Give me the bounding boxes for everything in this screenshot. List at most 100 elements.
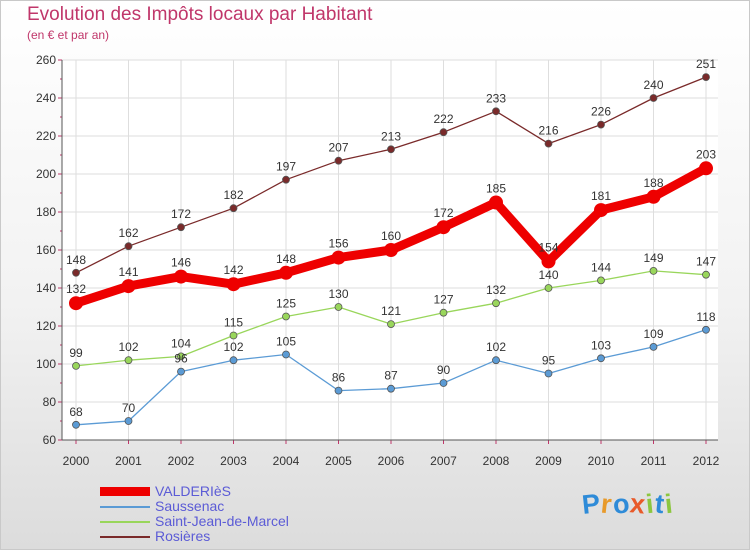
data-point xyxy=(649,266,658,275)
y-tick-label: 100 xyxy=(36,357,56,371)
legend-label: Saint-Jean-de-Marcel xyxy=(155,513,289,529)
legend-swatch xyxy=(100,521,150,523)
data-label: 125 xyxy=(276,297,296,311)
x-tick-label: 2006 xyxy=(378,454,405,468)
data-point xyxy=(174,269,188,284)
data-label: 121 xyxy=(381,304,401,318)
data-point xyxy=(384,243,398,257)
data-label: 146 xyxy=(171,256,191,270)
data-label: 105 xyxy=(276,335,296,349)
data-label: 149 xyxy=(643,251,663,265)
data-label: 207 xyxy=(328,141,348,155)
chart-title: Evolution des Impôts locaux par Habitant xyxy=(27,4,373,25)
data-point xyxy=(597,276,605,285)
data-point xyxy=(387,320,395,329)
data-label: 68 xyxy=(69,405,83,419)
data-point xyxy=(646,189,661,204)
data-label: 251 xyxy=(696,57,716,71)
data-point xyxy=(492,107,500,116)
data-label: 109 xyxy=(643,327,663,341)
data-point xyxy=(492,356,500,365)
x-tick-label: 2007 xyxy=(430,454,457,468)
data-point xyxy=(282,350,290,359)
data-label: 102 xyxy=(486,340,506,354)
data-point xyxy=(702,73,710,81)
data-label: 216 xyxy=(538,124,558,138)
data-label: 140 xyxy=(538,268,558,282)
data-point xyxy=(72,420,80,429)
y-tick-label: 260 xyxy=(36,53,56,67)
x-tick-label: 2003 xyxy=(220,454,247,468)
data-point xyxy=(177,367,185,376)
data-point xyxy=(279,265,293,280)
y-tick-label: 60 xyxy=(43,433,57,447)
x-tick-label: 2008 xyxy=(483,454,510,468)
data-label: 162 xyxy=(118,226,138,240)
data-point xyxy=(177,352,185,361)
data-label: 99 xyxy=(69,346,83,360)
data-label: 226 xyxy=(591,105,611,119)
data-label: 181 xyxy=(591,189,611,203)
data-point xyxy=(649,342,658,351)
data-point xyxy=(439,128,448,137)
data-point xyxy=(439,379,448,387)
data-point xyxy=(699,161,713,176)
x-tick-label: 2009 xyxy=(535,454,562,468)
data-point xyxy=(69,296,83,311)
data-point xyxy=(282,175,290,184)
data-label: 233 xyxy=(486,91,506,105)
data-point xyxy=(541,254,556,269)
data-point xyxy=(492,299,500,308)
x-tick-label: 2001 xyxy=(115,454,142,468)
data-point xyxy=(597,120,605,129)
x-tick-label: 2012 xyxy=(693,454,720,468)
data-label: 102 xyxy=(118,340,138,354)
data-label: 188 xyxy=(643,176,663,190)
data-point xyxy=(226,277,241,292)
data-point xyxy=(439,308,448,317)
y-tick-label: 80 xyxy=(43,395,57,409)
data-label: 203 xyxy=(696,147,716,161)
data-label: 127 xyxy=(433,293,453,307)
data-point xyxy=(544,369,553,378)
data-point xyxy=(544,139,553,148)
chart-subtitle: (en € et par an) xyxy=(27,28,110,42)
data-label: 132 xyxy=(66,282,86,296)
data-label: 96 xyxy=(174,352,188,366)
data-label: 222 xyxy=(433,112,453,126)
data-label: 103 xyxy=(591,338,611,352)
data-label: 160 xyxy=(381,229,401,243)
data-label: 142 xyxy=(223,263,243,277)
data-point xyxy=(594,203,608,218)
data-point xyxy=(334,386,343,395)
data-point xyxy=(229,356,238,365)
legend-swatch xyxy=(100,487,150,496)
proxiti-logo: Proxiti xyxy=(580,488,674,520)
legend-swatch xyxy=(100,536,150,538)
data-point xyxy=(124,417,133,425)
data-label: 90 xyxy=(437,363,451,377)
y-tick-label: 120 xyxy=(36,319,56,333)
x-tick-label: 2011 xyxy=(641,454,667,468)
data-label: 148 xyxy=(276,252,296,266)
x-tick-label: 2010 xyxy=(588,454,615,468)
data-point xyxy=(334,303,343,311)
data-point xyxy=(282,312,290,321)
data-label: 147 xyxy=(696,255,716,269)
x-tick-label: 2005 xyxy=(325,454,352,468)
data-point xyxy=(489,195,503,210)
data-point xyxy=(229,331,238,340)
data-point xyxy=(387,384,395,393)
data-point xyxy=(387,145,395,154)
data-label: 148 xyxy=(66,253,86,267)
data-label: 115 xyxy=(224,316,243,330)
data-point xyxy=(229,204,238,213)
data-point xyxy=(702,270,710,279)
data-label: 144 xyxy=(591,260,611,274)
data-label: 154 xyxy=(538,240,558,254)
x-tick-label: 2000 xyxy=(63,454,90,468)
data-label: 197 xyxy=(276,160,296,174)
legend-label: VALDERIèS xyxy=(155,483,231,499)
data-point xyxy=(124,242,133,251)
